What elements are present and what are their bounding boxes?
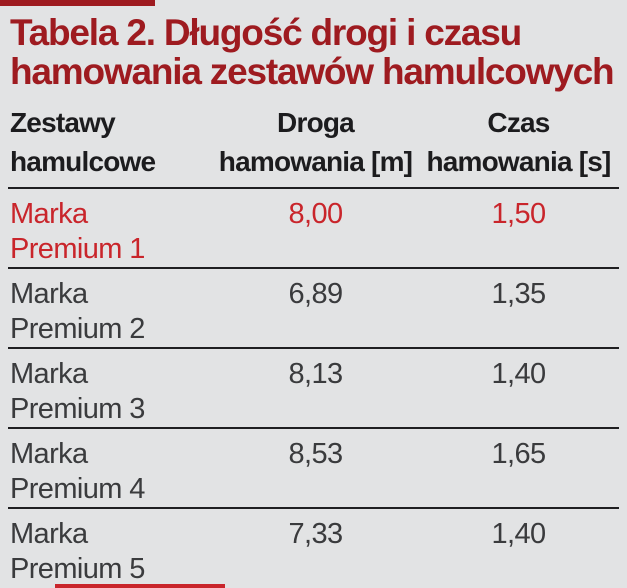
braking-time-cell: 1,40 [491, 358, 546, 391]
table-title-line1: Tabela 2. Długość drogi i czasu [10, 12, 522, 53]
column-header-brand-line1: Zestawy [10, 107, 116, 139]
brand-cell: Marka Premium 5 [8, 517, 213, 587]
braking-distance-cell: 7,33 [288, 518, 343, 551]
brand-line1: Marka [10, 438, 88, 471]
bottom-red-rule [55, 584, 225, 588]
braking-distance-cell: 8,00 [288, 198, 343, 231]
table-row: Marka Premium 5 7,33 1,40 [8, 507, 619, 587]
brand-line2: Premium 4 [10, 473, 145, 506]
braking-time-cell: 1,65 [491, 438, 546, 471]
column-header-brand-line2: hamulcowe [10, 146, 156, 178]
table-row: Marka Premium 2 6,89 1,35 [8, 267, 619, 347]
braking-distance-cell: 6,89 [288, 278, 343, 311]
table-title: Tabela 2. Długość drogi i czasu hamowania… [0, 0, 627, 91]
brand-cell: Marka Premium 1 [8, 197, 213, 267]
column-header-time-line1: Czas [487, 107, 550, 139]
table-row: Marka Premium 4 8,53 1,65 [8, 427, 619, 507]
column-header-time: Czas hamowania [s] [418, 103, 619, 181]
table-title-line2: hamowania zestawów hamulcowych [10, 51, 615, 93]
column-header-time-line2: hamowania [s] [426, 146, 611, 178]
table-row: Marka Premium 3 8,13 1,40 [8, 347, 619, 427]
top-red-rule [0, 0, 155, 6]
brand-line1: Marka [10, 198, 88, 231]
brand-cell: Marka Premium 4 [8, 437, 213, 507]
brand-line2: Premium 3 [10, 393, 145, 426]
braking-time-cell: 1,50 [491, 198, 546, 231]
column-header-distance-line2: hamowania [m] [218, 146, 413, 178]
brand-line1: Marka [10, 278, 88, 311]
braking-time-cell: 1,40 [491, 518, 546, 551]
braking-distance-cell: 8,13 [288, 358, 343, 391]
brand-cell: Marka Premium 2 [8, 277, 213, 347]
table-body: Marka Premium 1 8,00 1,50 Marka Premium 2 6,89… [8, 187, 619, 587]
brand-line2: Premium 2 [10, 313, 145, 346]
column-header-distance-line1: Droga [277, 107, 355, 139]
column-header-distance: Droga hamowania [m] [213, 103, 418, 181]
brand-line2: Premium 1 [10, 233, 145, 266]
table-row: Marka Premium 1 8,00 1,50 [8, 187, 619, 267]
brand-line1: Marka [10, 518, 88, 551]
column-header-brand: Zestawy hamulcowe [8, 103, 213, 181]
brand-line1: Marka [10, 358, 88, 391]
table-header-row: Zestawy hamulcowe Droga hamowania [m] Czas… [8, 103, 619, 187]
brand-line2: Premium 5 [10, 553, 145, 586]
brand-cell: Marka Premium 3 [8, 357, 213, 427]
braking-time-cell: 1,35 [491, 278, 546, 311]
braking-distance-cell: 8,53 [288, 438, 343, 471]
